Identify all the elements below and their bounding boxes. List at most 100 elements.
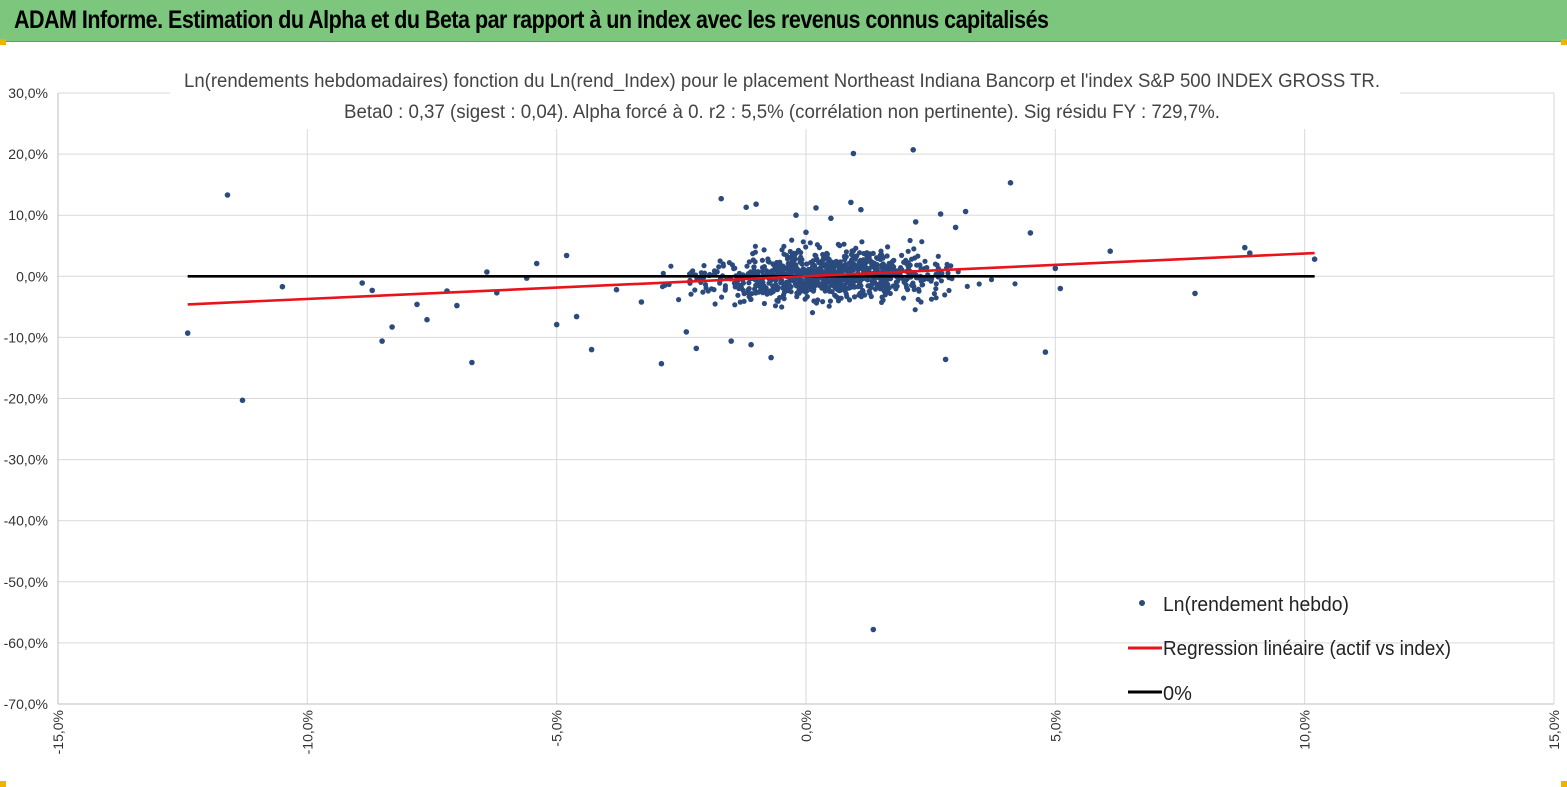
- scatter-point: [945, 270, 951, 276]
- scatter-point: [693, 345, 700, 352]
- y-axis-ticks: 30,0% 20,0% 10,0% 0,0% -10,0% -20,0% -30,0% -40…: [4, 85, 48, 712]
- series-lines: [187, 251, 1315, 306]
- scatter-point: [933, 295, 939, 301]
- scatter-point: [919, 239, 925, 245]
- scatter-point: [789, 237, 795, 243]
- scatter-point: [749, 291, 755, 297]
- y-tick-label: 20,0%: [8, 146, 48, 162]
- scatter-point: [853, 245, 859, 251]
- scatter-point: [790, 259, 796, 265]
- scatter-point: [804, 261, 810, 267]
- scatter-point: [711, 287, 717, 293]
- scatter-point: [688, 291, 694, 297]
- scatter-point: [1311, 256, 1318, 262]
- scatter-point: [933, 281, 939, 287]
- scatter-point: [863, 267, 869, 273]
- scatter-point: [952, 224, 959, 231]
- scatter-point: [775, 265, 781, 271]
- x-tick-label: 5,0%: [1047, 710, 1063, 742]
- scatter-point: [835, 283, 842, 289]
- y-tick-label: -10,0%: [4, 329, 48, 345]
- scatter-point: [1027, 230, 1034, 236]
- scatter-point: [750, 251, 756, 257]
- legend-label-scatter: Ln(rendement hebdo): [1163, 594, 1349, 616]
- scatter-point: [802, 287, 808, 293]
- title-background: [170, 65, 1400, 129]
- chart-title: Ln(rendements hebdomadaires) fonction du…: [184, 71, 1380, 92]
- x-tick-label: 15,0%: [1546, 710, 1562, 750]
- scatter-point: [798, 249, 804, 256]
- scatter-point: [838, 287, 844, 293]
- scatter-point: [909, 282, 915, 288]
- scatter-point: [1247, 250, 1253, 256]
- scatter-point: [914, 262, 920, 268]
- scatter-point: [658, 360, 665, 367]
- scatter-point: [712, 301, 718, 307]
- scatter-point: [870, 626, 877, 633]
- scatter-point: [716, 264, 722, 270]
- scatter-point: [882, 292, 888, 298]
- scatter-point: [414, 301, 420, 308]
- scatter-point: [779, 279, 785, 286]
- scatter-point: [676, 297, 682, 303]
- scatter-point: [1007, 180, 1014, 186]
- x-tick-label: 10,0%: [1297, 710, 1313, 750]
- scatter-point: [1012, 281, 1018, 287]
- scatter-point: [988, 277, 995, 283]
- scatter-point: [809, 310, 816, 316]
- scatter-point: [781, 243, 787, 249]
- scatter-point: [828, 264, 834, 271]
- scatter-point: [910, 147, 916, 153]
- y-tick-label: -20,0%: [4, 391, 48, 407]
- scatter-point: [279, 283, 286, 290]
- scatter-point: [874, 282, 880, 288]
- scatter-point: [858, 206, 864, 213]
- scatter-point: [783, 252, 790, 258]
- scatter-point: [794, 290, 800, 296]
- scatter-point: [874, 255, 880, 261]
- scatter-point: [772, 303, 779, 309]
- scatter-point: [928, 278, 934, 284]
- scatter-point: [819, 285, 825, 291]
- scatter-point: [815, 297, 821, 303]
- scatter-point: [791, 250, 797, 256]
- report-title: ADAM Informe. Estimation du Alpha et du …: [14, 6, 1049, 34]
- scatter-point: [746, 286, 752, 292]
- scatter-point: [683, 329, 690, 335]
- scatter-point: [901, 295, 907, 301]
- scatter-point: [864, 277, 871, 283]
- scatter-point: [836, 279, 842, 285]
- scatter-point: [804, 279, 810, 285]
- scatter-point: [735, 292, 741, 298]
- scatter-point: [934, 262, 940, 268]
- scatter-point: [894, 278, 901, 284]
- scatter-point: [827, 298, 834, 304]
- scatter-point: [843, 249, 850, 255]
- scatter-point: [821, 280, 828, 286]
- scatter-point: [1242, 244, 1248, 251]
- scatter-point: [833, 294, 840, 300]
- scatter-point: [820, 299, 826, 305]
- scatter-point: [573, 313, 580, 320]
- scatter-point: [765, 258, 771, 264]
- scatter-point: [964, 283, 970, 289]
- scatter-point: [868, 260, 874, 266]
- scatter-point: [803, 244, 809, 250]
- scatter-point: [816, 244, 823, 250]
- scatter-point: [864, 250, 870, 256]
- scatter-point: [826, 287, 832, 293]
- scatter-point: [701, 263, 707, 269]
- scatter-point: [781, 289, 788, 296]
- scatter-point: [813, 253, 819, 259]
- scatter-point: [911, 286, 917, 293]
- scatter-point: [768, 354, 774, 361]
- scatter-point: [824, 254, 830, 260]
- scatter-point: [668, 263, 674, 269]
- y-tick-label: -50,0%: [4, 574, 48, 590]
- scatter-point: [757, 282, 763, 288]
- scatter-point: [859, 289, 865, 295]
- scatter-point: [773, 277, 779, 283]
- scatter-point: [863, 259, 870, 265]
- scatter-point: [1107, 248, 1113, 254]
- scatter-point: [781, 265, 787, 271]
